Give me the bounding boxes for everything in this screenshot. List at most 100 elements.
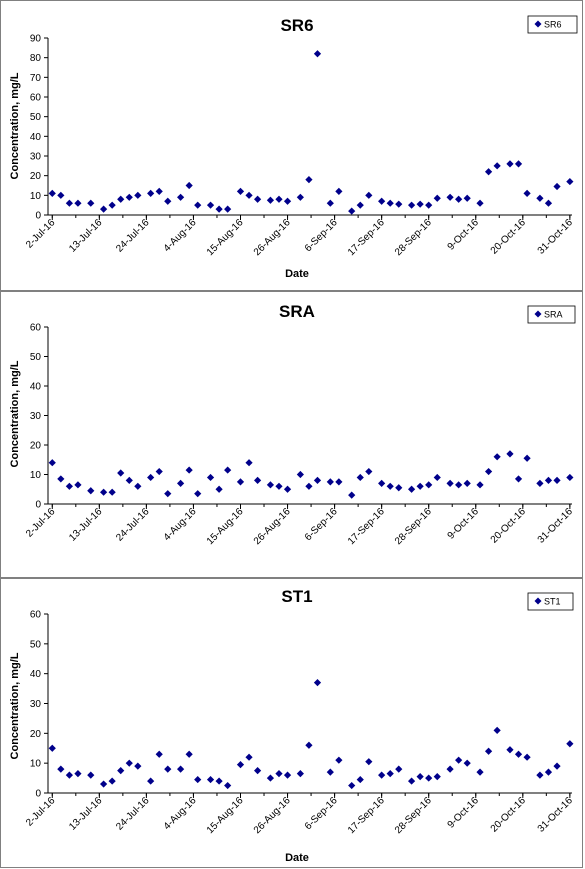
data-point bbox=[296, 193, 304, 201]
data-point bbox=[194, 490, 202, 498]
data-point bbox=[236, 478, 245, 486]
data-point bbox=[296, 470, 304, 479]
data-point bbox=[206, 473, 215, 482]
chart-svg-sr6: SR6 Concentration, mg/L Date SR6 0 10 20 30… bbox=[9, 15, 578, 280]
data-point bbox=[266, 196, 275, 204]
data-point bbox=[236, 187, 245, 195]
data-point bbox=[493, 453, 501, 461]
x-tick-label: 17-Sep-16 bbox=[346, 795, 387, 836]
data-point bbox=[463, 194, 471, 202]
data-point bbox=[523, 753, 531, 761]
x-tick-label: 2-Jul-16 bbox=[24, 795, 58, 829]
data-point bbox=[177, 479, 185, 487]
data-point bbox=[395, 200, 403, 208]
x-tick-label: 20-Oct-16 bbox=[489, 506, 529, 546]
data-point bbox=[194, 201, 202, 209]
data-point bbox=[100, 205, 108, 213]
data-point bbox=[356, 473, 364, 482]
y-tick-label: 0 bbox=[35, 789, 41, 800]
data-point bbox=[224, 205, 232, 213]
data-point bbox=[117, 195, 125, 203]
x-tick-label: 24-Jul-16 bbox=[114, 506, 152, 544]
data-point bbox=[365, 467, 373, 476]
data-point bbox=[74, 199, 82, 207]
x-tick-label: 13-Jul-16 bbox=[67, 506, 105, 544]
x-axis-label: Date bbox=[285, 268, 309, 280]
y-tick-label: 60 bbox=[30, 323, 42, 334]
data-point bbox=[254, 476, 262, 484]
data-point bbox=[108, 488, 116, 496]
y-tick-label: 30 bbox=[30, 699, 42, 710]
x-tick-label: 15-Aug-16 bbox=[205, 795, 246, 836]
data-point bbox=[254, 195, 262, 203]
data-point bbox=[484, 747, 493, 755]
data-point bbox=[125, 759, 133, 767]
plot-area: 0 10 20 30 40 50 60 2-Jul-16 13-Jul-16 24-Jul-16 4… bbox=[24, 323, 575, 548]
data-point bbox=[506, 450, 514, 458]
y-tick-label: 30 bbox=[30, 411, 42, 422]
data-point bbox=[335, 187, 343, 195]
data-point bbox=[386, 482, 394, 490]
data-point bbox=[484, 467, 493, 476]
y-tick-label: 20 bbox=[30, 171, 42, 182]
data-point bbox=[65, 199, 73, 207]
legend-label: ST1 bbox=[544, 597, 561, 607]
data-point bbox=[48, 744, 56, 752]
data-point bbox=[57, 191, 65, 199]
data-point bbox=[296, 770, 304, 778]
data-point bbox=[313, 50, 322, 58]
x-tick-label: 17-Sep-16 bbox=[346, 217, 387, 258]
data-point bbox=[395, 765, 403, 773]
data-point bbox=[125, 193, 133, 201]
data-point bbox=[313, 679, 322, 687]
data-point bbox=[544, 476, 553, 484]
data-point bbox=[100, 780, 108, 788]
x-tick-label: 31-Oct-16 bbox=[536, 217, 576, 257]
data-point bbox=[514, 750, 523, 758]
x-tick-label: 28-Sep-16 bbox=[393, 217, 434, 258]
data-point bbox=[266, 481, 275, 489]
chart-panel-sra: SRA Concentration, mg/L SRA 0 10 20 30 40 50 6… bbox=[0, 291, 583, 578]
data-point bbox=[87, 199, 95, 207]
data-point bbox=[147, 189, 155, 197]
data-point bbox=[215, 205, 223, 213]
data-point bbox=[348, 491, 356, 499]
x-tick-label: 6-Sep-16 bbox=[303, 795, 340, 832]
x-tick-label: 9-Oct-16 bbox=[446, 217, 482, 253]
data-point bbox=[305, 176, 313, 184]
data-point bbox=[433, 473, 441, 482]
data-point bbox=[326, 199, 334, 207]
x-tick-label: 26-Aug-16 bbox=[252, 217, 293, 258]
y-tick-label: 70 bbox=[30, 73, 42, 84]
data-point bbox=[514, 475, 523, 483]
x-tick-label: 20-Oct-16 bbox=[489, 795, 529, 835]
x-tick-label: 13-Jul-16 bbox=[67, 217, 105, 255]
y-axis-label: Concentration, mg/L bbox=[9, 652, 21, 759]
data-point bbox=[455, 195, 463, 203]
data-point bbox=[74, 481, 82, 489]
x-tick-label: 4-Aug-16 bbox=[162, 217, 199, 254]
x-tick-label: 28-Sep-16 bbox=[393, 795, 434, 836]
data-point bbox=[164, 765, 172, 773]
data-point bbox=[425, 481, 433, 489]
x-tick-label: 9-Oct-16 bbox=[446, 795, 482, 831]
data-point bbox=[155, 750, 163, 758]
data-point bbox=[48, 459, 56, 467]
y-tick-label: 20 bbox=[30, 441, 42, 452]
legend-label: SR6 bbox=[544, 20, 562, 30]
data-point bbox=[100, 488, 108, 496]
data-point bbox=[326, 768, 334, 776]
data-point bbox=[425, 774, 433, 782]
data-point bbox=[275, 770, 283, 778]
data-point bbox=[245, 753, 253, 761]
data-point bbox=[147, 777, 155, 785]
data-point bbox=[245, 191, 253, 199]
data-point bbox=[493, 162, 501, 170]
data-point bbox=[305, 482, 313, 490]
y-tick-label: 20 bbox=[30, 729, 42, 740]
data-point bbox=[446, 193, 454, 201]
y-tick-label: 40 bbox=[30, 382, 42, 393]
data-point bbox=[433, 772, 441, 781]
data-point bbox=[407, 201, 416, 209]
data-point bbox=[48, 189, 56, 197]
